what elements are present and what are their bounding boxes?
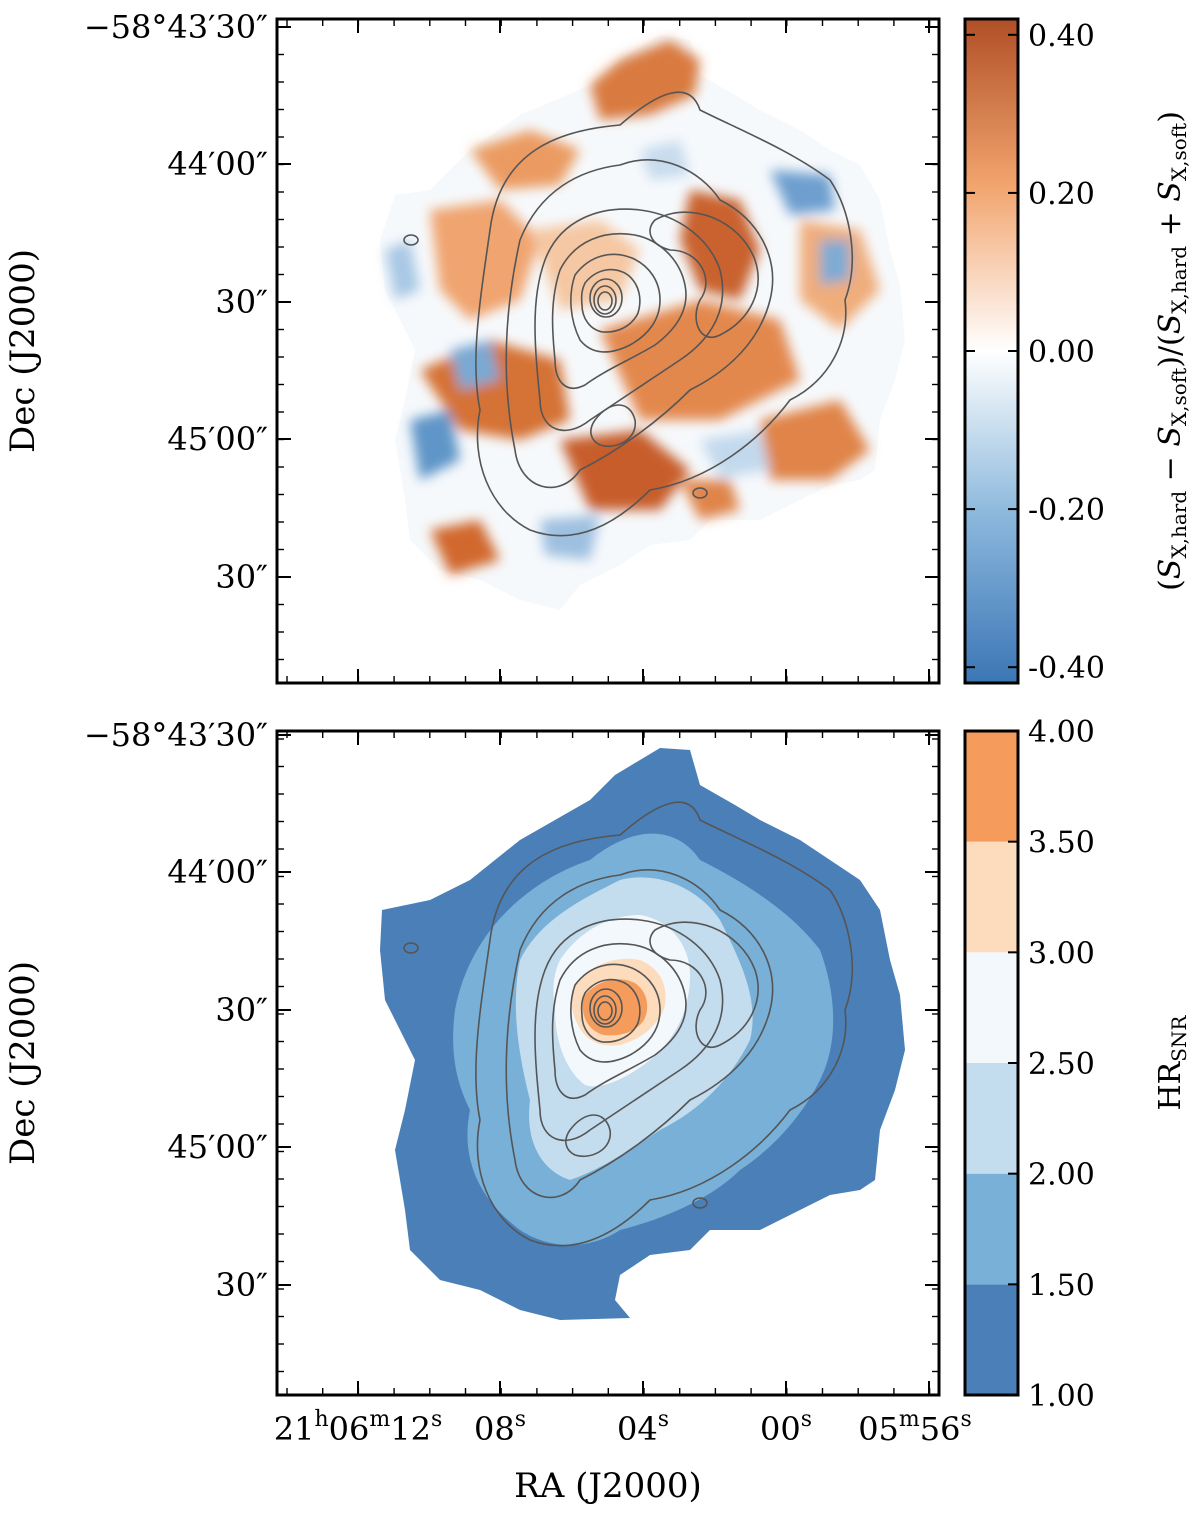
cb-part-10: S xyxy=(1153,181,1188,202)
ra-tick-0: 21h​06m​12s​ xyxy=(274,1407,443,1448)
ra-tick-1: 08s​ xyxy=(474,1407,526,1448)
cbar-bin xyxy=(965,1284,1018,1395)
panel-top-hardness-map: −58°43′30″ 44′00″ 30″ 45′00″ 30″ Dec (J2… xyxy=(3,8,1191,686)
cb-part-3: − xyxy=(1153,447,1188,491)
bottom-colorbar-bins xyxy=(965,731,1018,1395)
bottom-dec-tick-2: 30″ xyxy=(215,991,268,1029)
top-cbar-tick-label: -0.20 xyxy=(1028,493,1105,528)
ra-tick-labels: 21h​06m​12s​ 08s​ 04s​ 00s​ 05m​56s​ xyxy=(274,1407,972,1448)
top-map-image xyxy=(380,35,905,610)
cb-part-1: S xyxy=(1153,559,1188,580)
hr-sub: SNR xyxy=(1167,1015,1191,1062)
cb-part-6: )/( xyxy=(1153,334,1188,368)
bottom-cbar-tick-label: 3.50 xyxy=(1028,826,1095,861)
top-y-axis-title: Dec (J2000) xyxy=(3,249,43,453)
cb-part-4: S xyxy=(1153,426,1188,447)
panel-bottom-snr-map: −58°43′30″ 44′00″ 30″ 45′00″ 30″ Dec (J2… xyxy=(3,715,1191,1506)
cbar-bin xyxy=(965,1173,1018,1285)
top-cbar-tick-label: -0.40 xyxy=(1028,651,1105,686)
bottom-cbar-tick-label: 2.50 xyxy=(1028,1047,1095,1082)
hr-main: HR xyxy=(1153,1060,1188,1110)
top-colorbar: 0.400.200.00-0.20-0.40 (SX,hard − SX,sof… xyxy=(963,17,1191,686)
cb-part-11: X,soft xyxy=(1167,123,1191,181)
top-cbar-tick-label: 0.20 xyxy=(1028,177,1095,212)
bottom-colorbar-ticks: 4.00 3.50 3.00 2.50 2.00 1.50 1.00 xyxy=(1008,715,1095,1414)
cb-part-7: S xyxy=(1153,314,1188,335)
bottom-contours xyxy=(403,801,854,1247)
bottom-dec-tick-3: 45′00″ xyxy=(167,1128,268,1166)
bottom-map-image xyxy=(380,748,905,1320)
cb-part-8: X,hard xyxy=(1167,246,1191,314)
cb-part-12: ) xyxy=(1153,111,1188,123)
cbar-bin xyxy=(965,841,1018,953)
top-contours xyxy=(403,91,854,537)
cbar-bin xyxy=(965,1063,1018,1174)
cbar-bin xyxy=(965,731,1018,842)
bottom-colorbar-title: HRSNR xyxy=(1153,1015,1191,1111)
bottom-dec-tick-1: 44′00″ xyxy=(167,853,268,891)
bottom-cbar-tick-label: 4.00 xyxy=(1028,715,1095,750)
top-cbar-tick-label: 0.00 xyxy=(1028,335,1095,370)
cbar-bin xyxy=(965,952,1018,1063)
bottom-dec-tick-4: 30″ xyxy=(215,1266,268,1304)
cb-part-9: + xyxy=(1153,202,1188,246)
bottom-y-axis-title: Dec (J2000) xyxy=(3,961,43,1165)
bottom-colorbar: 4.00 3.50 3.00 2.50 2.00 1.50 1.00 HRSNR xyxy=(963,715,1191,1414)
cb-part-5: X,soft xyxy=(1167,368,1191,426)
top-dec-tick-0: −58°43′30″ xyxy=(84,8,268,46)
bottom-cbar-tick-label: 2.00 xyxy=(1028,1158,1095,1193)
cb-part-2: X,hard xyxy=(1167,491,1191,559)
top-colorbar-title: (SX,hard − SX,soft)/(SX,hard + SX,soft) xyxy=(1153,111,1191,591)
top-dec-tick-2: 30″ xyxy=(215,283,268,321)
top-colorbar-ticks: 0.40 0.20 0.00 -0.20 -0.40 xyxy=(965,19,1105,686)
ra-tick-4: 05m​56s​ xyxy=(858,1407,972,1448)
x-axis-title: RA (J2000) xyxy=(514,1466,702,1506)
bottom-cbar-tick-label: 3.00 xyxy=(1028,936,1095,971)
bottom-cbar-tick-label: 1.00 xyxy=(1028,1379,1095,1414)
cb-part-0: ( xyxy=(1153,579,1188,591)
top-minor-ticks xyxy=(277,19,939,683)
bottom-dec-tick-0: −58°43′30″ xyxy=(84,716,268,754)
top-dec-tick-3: 45′00″ xyxy=(167,420,268,458)
top-dec-tick-4: 30″ xyxy=(215,558,268,596)
top-cbar-tick-label: 0.40 xyxy=(1028,19,1095,54)
ra-tick-3: 00s​ xyxy=(760,1407,812,1448)
top-dec-tick-1: 44′00″ xyxy=(167,145,268,183)
ra-tick-2: 04s​ xyxy=(617,1407,669,1448)
bottom-minor-ticks xyxy=(277,731,939,1395)
bottom-cbar-tick-label: 1.50 xyxy=(1028,1268,1095,1303)
